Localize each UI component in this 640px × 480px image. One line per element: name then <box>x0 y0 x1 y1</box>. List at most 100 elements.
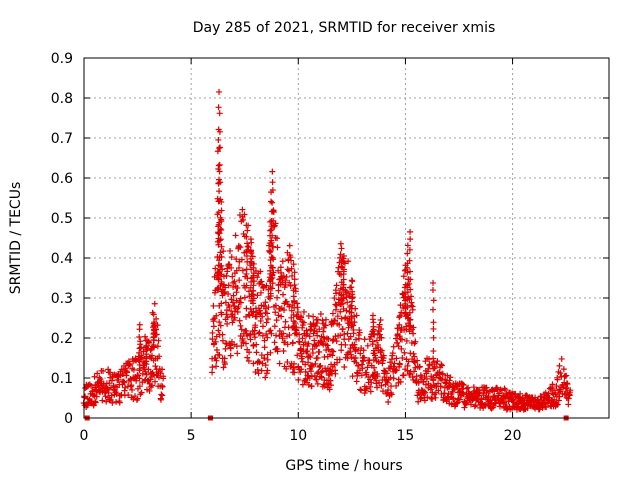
data-point <box>280 330 287 337</box>
data-point <box>322 322 329 329</box>
data-point <box>369 338 376 345</box>
data-point <box>293 327 300 334</box>
data-point <box>438 377 445 384</box>
data-point <box>241 294 248 301</box>
data-point <box>566 389 573 396</box>
data-point <box>471 403 478 410</box>
data-point <box>224 320 231 327</box>
data-point <box>244 332 251 339</box>
data-point <box>352 354 359 361</box>
data-point <box>416 364 423 371</box>
data-point <box>103 398 110 405</box>
data-point <box>136 367 143 374</box>
data-point <box>116 399 123 406</box>
data-point <box>358 372 365 379</box>
data-point <box>291 276 298 283</box>
data-point <box>374 384 381 391</box>
data-point <box>549 381 556 388</box>
data-point <box>247 331 254 338</box>
data-point <box>267 283 274 290</box>
data-point <box>236 317 243 324</box>
data-point <box>364 342 371 349</box>
data-point <box>122 384 129 391</box>
data-point <box>235 242 242 249</box>
data-point <box>263 282 270 289</box>
data-point <box>302 375 309 382</box>
data-point <box>314 316 321 323</box>
data-point <box>158 382 165 389</box>
data-point <box>385 387 392 394</box>
data-point <box>214 285 221 292</box>
data-point <box>238 256 245 263</box>
data-point <box>460 382 467 389</box>
data-point <box>302 368 309 375</box>
data-point <box>405 276 412 283</box>
data-point <box>257 317 264 324</box>
data-point <box>370 356 377 363</box>
data-point <box>255 370 262 377</box>
data-point <box>288 265 295 272</box>
data-point <box>268 208 275 215</box>
data-point <box>277 264 284 271</box>
data-point <box>238 326 245 333</box>
data-point <box>209 336 216 343</box>
data-point <box>340 276 347 283</box>
data-point <box>223 307 230 314</box>
data-point <box>255 330 262 337</box>
data-point <box>565 395 572 402</box>
data-point <box>231 302 238 309</box>
data-point <box>218 227 225 234</box>
data-point <box>312 360 319 367</box>
y-tick-label: 0.2 <box>51 331 73 347</box>
data-point <box>403 337 410 344</box>
data-point <box>251 334 258 341</box>
data-point <box>483 387 490 394</box>
data-point <box>227 247 234 254</box>
data-point <box>105 366 112 373</box>
data-point <box>245 357 252 364</box>
data-point <box>213 363 220 370</box>
data-point <box>430 355 437 362</box>
data-point <box>400 372 407 379</box>
data-point <box>373 337 380 344</box>
data-point <box>218 288 225 295</box>
data-point <box>267 227 274 234</box>
data-point <box>130 366 137 373</box>
data-point <box>309 350 316 357</box>
data-point <box>339 326 346 333</box>
data-point <box>333 338 340 345</box>
data-point <box>223 311 230 318</box>
data-point <box>430 348 437 355</box>
data-point <box>266 249 273 256</box>
data-point <box>255 358 262 365</box>
data-point <box>390 363 397 370</box>
data-point <box>491 388 498 395</box>
data-point <box>420 378 427 385</box>
data-point <box>447 374 454 381</box>
data-point <box>224 265 231 272</box>
data-point <box>136 333 143 340</box>
data-point <box>363 385 370 392</box>
data-point <box>243 222 250 229</box>
data-point <box>354 369 361 376</box>
data-point <box>136 375 143 382</box>
data-point <box>450 396 457 403</box>
data-point <box>406 328 413 335</box>
data-point <box>239 267 246 274</box>
data-point <box>553 383 560 390</box>
data-point <box>264 310 271 317</box>
data-point <box>228 254 235 261</box>
x-tick-label: 20 <box>504 428 522 444</box>
data-point <box>324 342 331 349</box>
data-point <box>297 346 304 353</box>
data-point <box>391 360 398 367</box>
data-point <box>290 323 297 330</box>
data-point <box>269 168 276 175</box>
data-point <box>253 349 260 356</box>
data-point <box>108 377 115 384</box>
data-point <box>341 364 348 371</box>
data-point <box>250 300 257 307</box>
data-point <box>314 332 321 339</box>
data-point <box>128 382 135 389</box>
